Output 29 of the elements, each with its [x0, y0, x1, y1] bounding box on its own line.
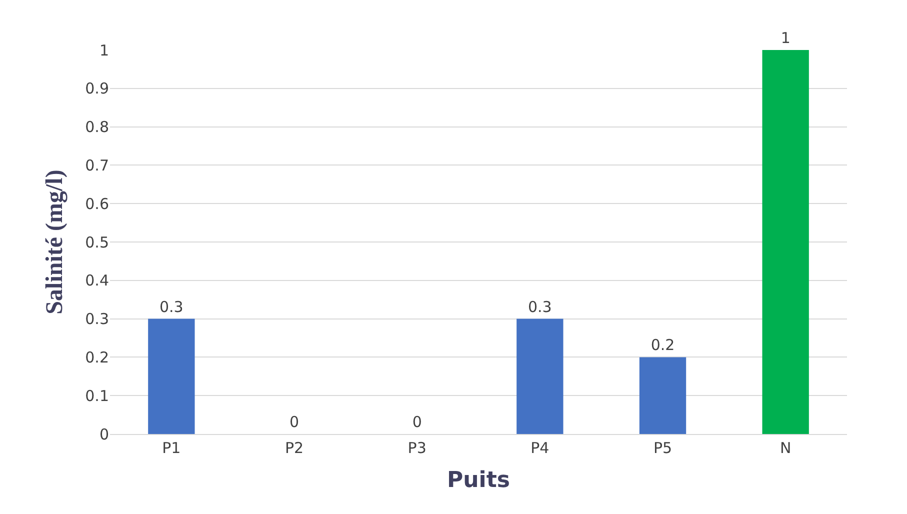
bar — [762, 50, 809, 434]
y-tick-label: 0.4 — [85, 272, 109, 290]
x-tick-label: N — [780, 439, 792, 457]
x-tick-label: P2 — [284, 439, 304, 457]
y-tick-label: 0.8 — [85, 118, 109, 136]
data-label: 0.3 — [159, 298, 184, 316]
data-label: 0 — [289, 413, 300, 431]
y-tick-label: 0.6 — [85, 194, 109, 213]
y-tick-label: 1 — [99, 41, 109, 60]
y-tick-label: 0.9 — [85, 80, 109, 98]
data-label: 0 — [412, 413, 422, 431]
bar — [516, 318, 564, 434]
bar — [639, 357, 686, 434]
data-label: 0.3 — [528, 298, 552, 316]
bar — [148, 318, 195, 434]
y-axis-title: Salinité (mg/l) — [42, 170, 68, 314]
y-tick-label: 0.1 — [85, 386, 109, 405]
y-tick-label: 0.2 — [85, 348, 109, 366]
data-label: 0.2 — [650, 336, 675, 354]
data-label: 1 — [780, 29, 790, 47]
x-axis-title: Puits — [447, 468, 510, 493]
x-tick-label: P4 — [530, 439, 550, 457]
x-tick-label: P1 — [162, 439, 181, 457]
y-tick-label: 0.3 — [85, 310, 109, 328]
y-tick-label: 0 — [99, 425, 109, 444]
x-tick-label: P5 — [653, 439, 672, 457]
y-tick-label: 0.5 — [85, 233, 109, 252]
x-tick-label: P3 — [408, 439, 426, 457]
y-tick-label: 0.7 — [85, 156, 109, 174]
